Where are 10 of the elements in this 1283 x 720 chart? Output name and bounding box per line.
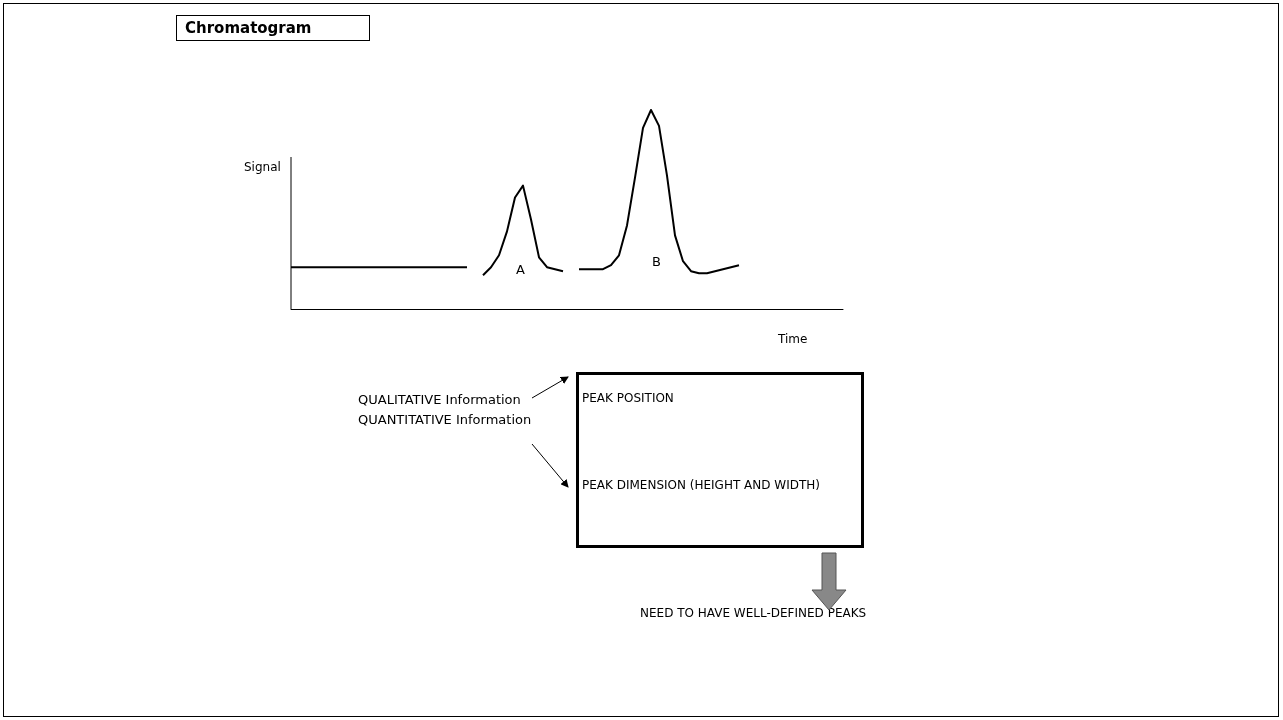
y-axis-title: Signal: [244, 160, 281, 174]
text: QUANTITATIVE Information: [358, 412, 532, 427]
annotation: B: [652, 254, 661, 269]
text: PEAK POSITION: [582, 391, 674, 405]
annotation: A: [516, 262, 525, 277]
chart-title: Chromatogram: [176, 15, 370, 41]
x-axis-title: Time: [778, 332, 808, 346]
text: PEAK DIMENSION (HEIGHT AND WIDTH): [582, 478, 821, 492]
text: QUALITATIVE Information: [358, 392, 521, 407]
text: NEED TO HAVE WELL-DEFINED PEAKS: [640, 606, 867, 620]
